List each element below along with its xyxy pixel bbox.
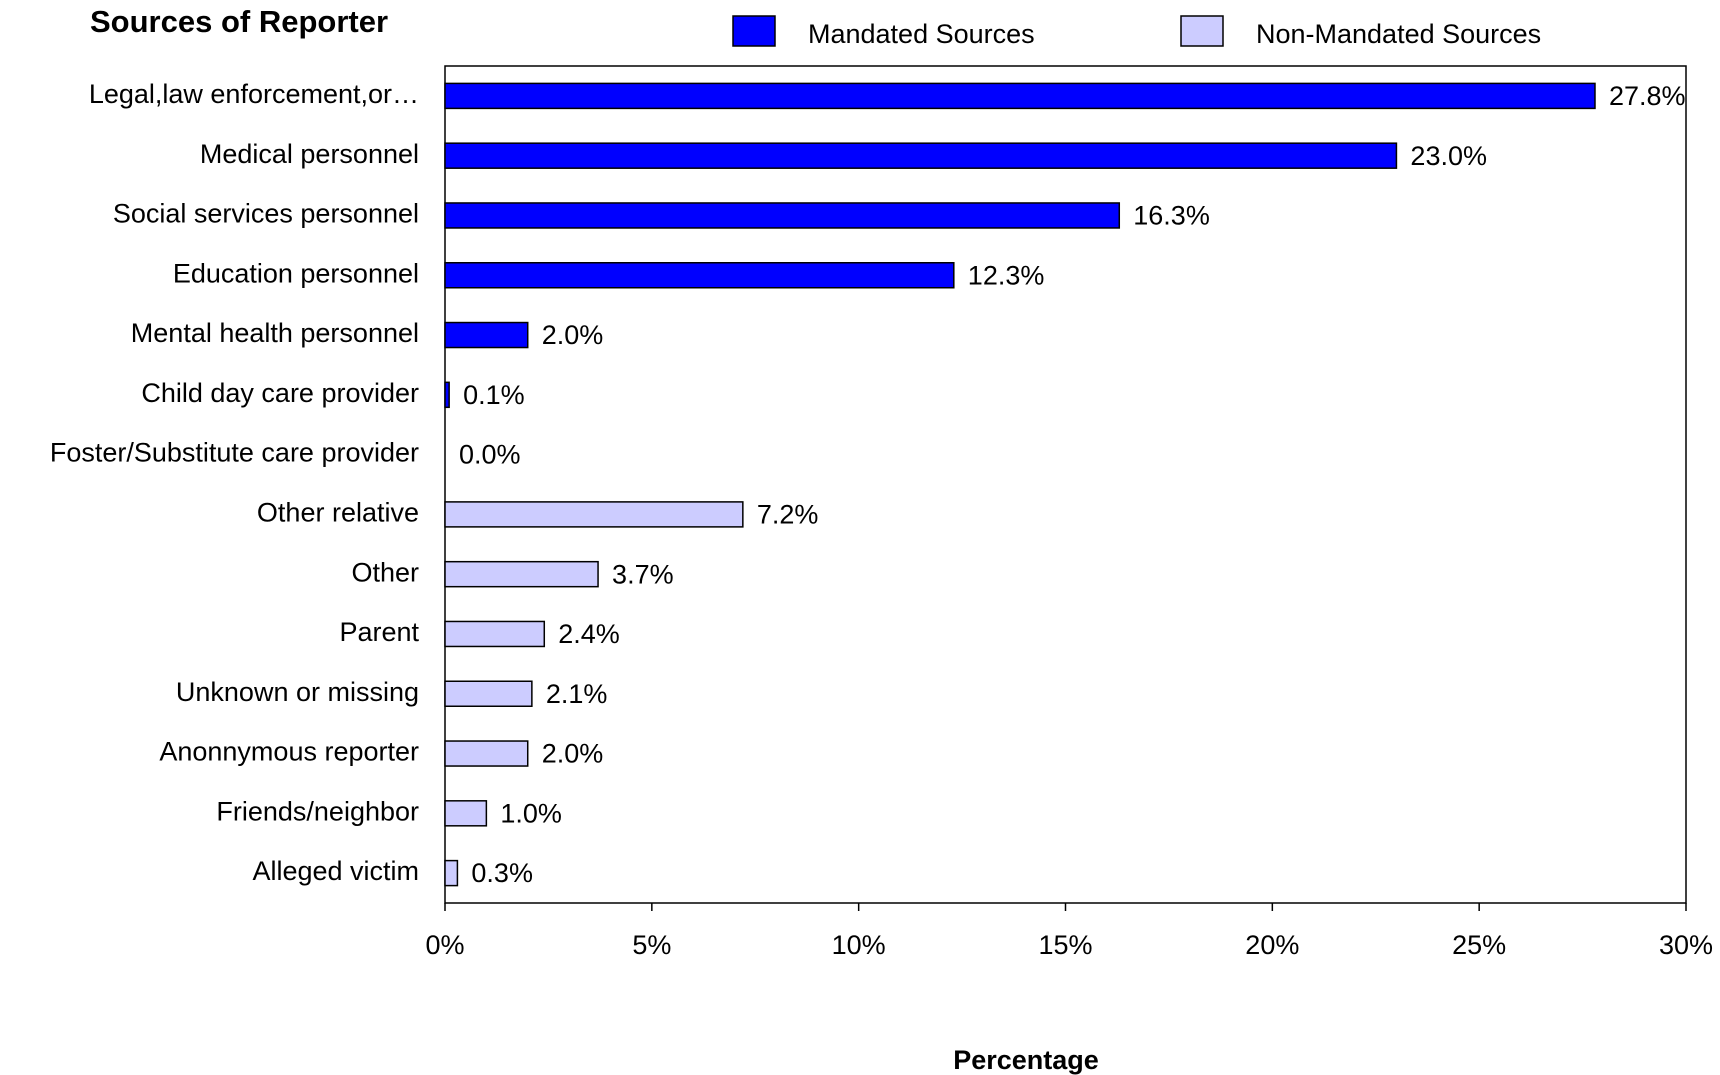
bar — [444, 321, 529, 349]
legend-swatch — [1180, 15, 1224, 47]
bar — [444, 501, 744, 528]
bar — [444, 560, 599, 588]
y-tick-label: Other relative — [257, 498, 419, 528]
x-tick-label: 25% — [1452, 930, 1506, 960]
bar — [444, 680, 533, 707]
y-tick-label: Alleged victim — [252, 856, 419, 886]
plot-frame — [444, 65, 1687, 904]
value-label: 2.4% — [558, 619, 620, 649]
value-label: 2.0% — [542, 739, 604, 769]
value-label: 16.3% — [1133, 201, 1210, 231]
bar — [444, 620, 546, 648]
bar — [444, 740, 529, 767]
x-tick-label: 20% — [1245, 930, 1299, 960]
bar — [444, 262, 955, 289]
legend-label: Non-Mandated Sources — [1256, 19, 1541, 49]
value-label: 0.1% — [463, 380, 525, 410]
x-tick-label: 5% — [632, 930, 671, 960]
chart-title: Sources of Reporter — [90, 4, 388, 39]
x-tick-label: 10% — [832, 930, 886, 960]
value-label: 27.8% — [1609, 81, 1686, 111]
value-label: 7.2% — [757, 500, 819, 530]
y-tick-label: Anonnymous reporter — [159, 737, 419, 767]
y-tick-label: Foster/Substitute care provider — [50, 438, 419, 468]
value-label: 2.1% — [546, 679, 608, 709]
bar — [444, 800, 488, 827]
bar — [444, 859, 459, 887]
value-label: 2.0% — [542, 320, 604, 350]
value-label: 23.0% — [1410, 141, 1487, 171]
value-label: 0.0% — [459, 440, 521, 470]
value-label: 1.0% — [500, 798, 562, 828]
legend-label: Mandated Sources — [808, 19, 1035, 49]
y-tick-label: Friends/neighbor — [216, 796, 419, 826]
y-tick-label: Other — [351, 557, 419, 587]
bar — [444, 381, 450, 409]
x-tick-label: 30% — [1659, 930, 1713, 960]
bar — [444, 142, 1398, 169]
y-tick-label: Legal,law enforcement,or… — [89, 79, 419, 109]
bar — [444, 82, 1596, 110]
x-tick-label: 0% — [425, 930, 464, 960]
y-tick-label: Unknown or missing — [176, 677, 419, 707]
y-tick-label: Child day care provider — [141, 378, 419, 408]
y-tick-label: Parent — [339, 617, 419, 647]
y-tick-label: Social services personnel — [113, 199, 419, 229]
y-tick-label: Mental health personnel — [131, 318, 419, 348]
y-tick-label: Medical personnel — [200, 139, 419, 169]
x-axis-title: Percentage — [953, 1045, 1099, 1075]
x-tick-label: 15% — [1038, 930, 1092, 960]
bar — [444, 202, 1121, 229]
value-label: 3.7% — [612, 559, 674, 589]
value-label: 0.3% — [471, 858, 533, 888]
value-label: 12.3% — [968, 260, 1045, 290]
legend-swatch — [732, 15, 776, 47]
y-tick-label: Education personnel — [173, 258, 419, 288]
